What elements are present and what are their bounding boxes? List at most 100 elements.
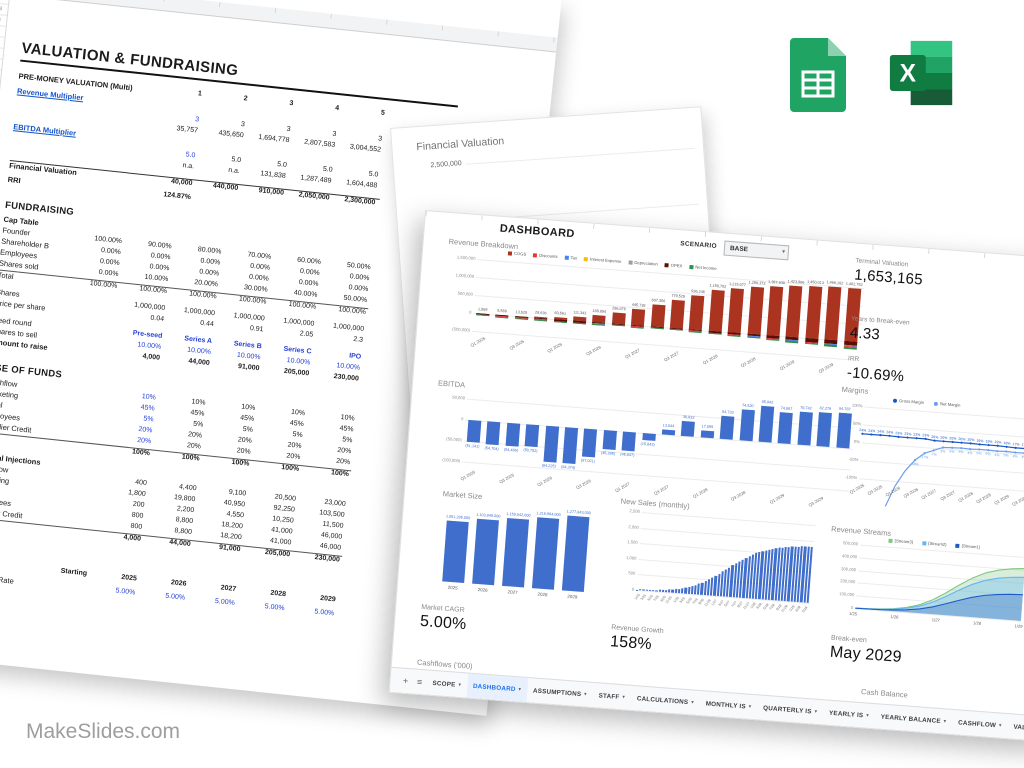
y-tick: 0 (460, 416, 464, 422)
bar (668, 589, 671, 593)
x-tick: Q3 2027 (662, 350, 680, 363)
y-tick: 2,500 (629, 508, 641, 514)
sheet-tab-scope[interactable]: SCOPE ▾ (432, 679, 462, 689)
x-tick: Q1 2026 (546, 341, 564, 354)
y-tick: 50,000 (452, 394, 466, 401)
sheet-tab-monthly-is[interactable]: MONTHLY IS ▾ (705, 699, 752, 710)
cash-balance-chart-title: Cash Balance (860, 687, 909, 700)
bar (677, 588, 681, 594)
svg-text:24%: 24% (868, 429, 875, 434)
svg-text:5%: 5% (985, 452, 990, 456)
x-tick: Q1 2025 (469, 335, 486, 348)
y-tick: 1,000,000 (455, 272, 475, 279)
bar-below (766, 338, 780, 341)
tab-menu-arrow-icon[interactable]: ▾ (691, 699, 695, 705)
svg-text:23%: 23% (895, 431, 902, 436)
tab-menu-arrow-icon[interactable]: ▾ (458, 681, 462, 688)
sheet-tab-valuation[interactable]: VALUATION▾ (1013, 723, 1024, 733)
tab-menu-arrow-icon[interactable]: ▾ (584, 691, 587, 697)
y-tick: 500,000 (457, 290, 473, 297)
svg-text:17%: 17% (1012, 442, 1019, 447)
x-tick: Q1 2029 (778, 359, 796, 372)
bar-label: (45,647) (620, 452, 635, 458)
bar-label: 54,733 (721, 410, 734, 415)
sheet-tab-cashflow[interactable]: CASHFLOW ▾ (957, 718, 1002, 729)
x-tick: Q3 2025 (497, 472, 515, 485)
bar-above (727, 288, 745, 334)
y-tick: 2,000 (628, 523, 640, 530)
svg-text:24%: 24% (886, 430, 893, 435)
bar (661, 589, 665, 592)
tab-menu-arrow-icon[interactable]: ▾ (943, 718, 947, 724)
bar (719, 416, 735, 440)
x-tick: 1/26 (890, 614, 899, 620)
bar (485, 421, 501, 446)
svg-text:23%: 23% (913, 432, 920, 437)
cell: 2029 (319, 594, 336, 604)
sheet-tab-staff[interactable]: STAFF ▾ (598, 691, 626, 701)
cell: 10% (240, 403, 256, 412)
bar (531, 517, 560, 590)
google-sheets-icon (790, 38, 846, 117)
x-tick: 2027 (507, 589, 518, 596)
gridline (473, 312, 861, 344)
row-label: Founder (1, 225, 31, 238)
x-tick: 2029 (567, 593, 578, 600)
sheet-tab-calculations[interactable]: CALCULATIONS ▾ (636, 694, 695, 706)
add-sheet-icon[interactable]: + (402, 675, 409, 687)
x-tick: Q1 2025 (459, 469, 476, 482)
svg-text:18%: 18% (1003, 441, 1010, 446)
legend-item: Tax (564, 255, 577, 261)
cell: 10% (141, 393, 157, 402)
cell: 2027 (220, 584, 237, 594)
svg-text:17%: 17% (1021, 443, 1024, 448)
svg-text:-7%: -7% (930, 452, 937, 456)
excel-icon: X (888, 38, 956, 113)
x-tick: 1/29 (1014, 623, 1023, 629)
x-tick: 2028 (537, 591, 548, 598)
all-sheets-menu-icon[interactable]: ≡ (416, 676, 423, 688)
caption-market-cagr: Market CAGR 5.00% (419, 603, 468, 634)
bar-below (572, 322, 586, 325)
kpi-years-to-breakeven: Years to Break-even 4.33 (849, 315, 910, 344)
y-tick: (100,000) (442, 457, 461, 464)
tab-menu-arrow-icon[interactable]: ▾ (814, 708, 818, 714)
bar-above (689, 295, 705, 331)
bar-below (669, 329, 683, 331)
x-tick: Q3 2025 (508, 338, 525, 351)
sheet-tab-yearly-is[interactable]: YEARLY IS ▾ (828, 709, 870, 719)
sheet-tab-assumptions[interactable]: ASSUMPTIONS ▾ (532, 686, 587, 698)
row-label: RRI (7, 174, 22, 186)
y-tick: 1,500,000 (456, 254, 476, 261)
tab-menu-arrow-icon[interactable]: ▾ (622, 694, 626, 700)
financial-valuation-title: Financial Valuation (415, 135, 505, 154)
bar-above (669, 299, 685, 329)
sheet-tab-dashboard[interactable]: DASHBOARD ▾ (466, 673, 528, 702)
revenue-streams-chart: Revenue Streams 500,000 400,000 300,000 200… (823, 524, 1024, 647)
bar (797, 411, 813, 446)
tab-menu-arrow-icon[interactable]: ▾ (518, 686, 522, 692)
bar-label: 779,525 (671, 293, 686, 299)
tab-menu-arrow-icon[interactable]: ▾ (998, 722, 1002, 728)
bar (816, 411, 833, 448)
svg-text:3%: 3% (940, 449, 945, 453)
sheet-tab-yearly-balance[interactable]: YEARLY BALANCE ▾ (880, 713, 947, 725)
sheet-tab-quarterly-is[interactable]: QUARTERLY IS ▾ (762, 704, 818, 715)
x-tick: Q3 2028 (740, 356, 757, 369)
y-tick: (50,000) (446, 436, 463, 443)
market-size-chart: Market Size 1,051,285,000 2025 1,103,849,0… (435, 489, 595, 612)
chevron-down-icon: ▾ (782, 248, 786, 256)
tab-menu-arrow-icon[interactable]: ▾ (748, 703, 752, 709)
bar (561, 515, 590, 592)
tab-menu-arrow-icon[interactable]: ▾ (866, 712, 870, 718)
svg-text:4%: 4% (949, 450, 954, 454)
bar (645, 589, 648, 591)
row-label: Shares (0, 287, 21, 299)
cell: 2 (243, 95, 248, 103)
bar-below (631, 326, 645, 328)
bar-label: 13,044 (662, 423, 675, 429)
bar-below (611, 324, 625, 327)
svg-text:4%: 4% (1012, 454, 1017, 458)
bar (739, 409, 755, 442)
